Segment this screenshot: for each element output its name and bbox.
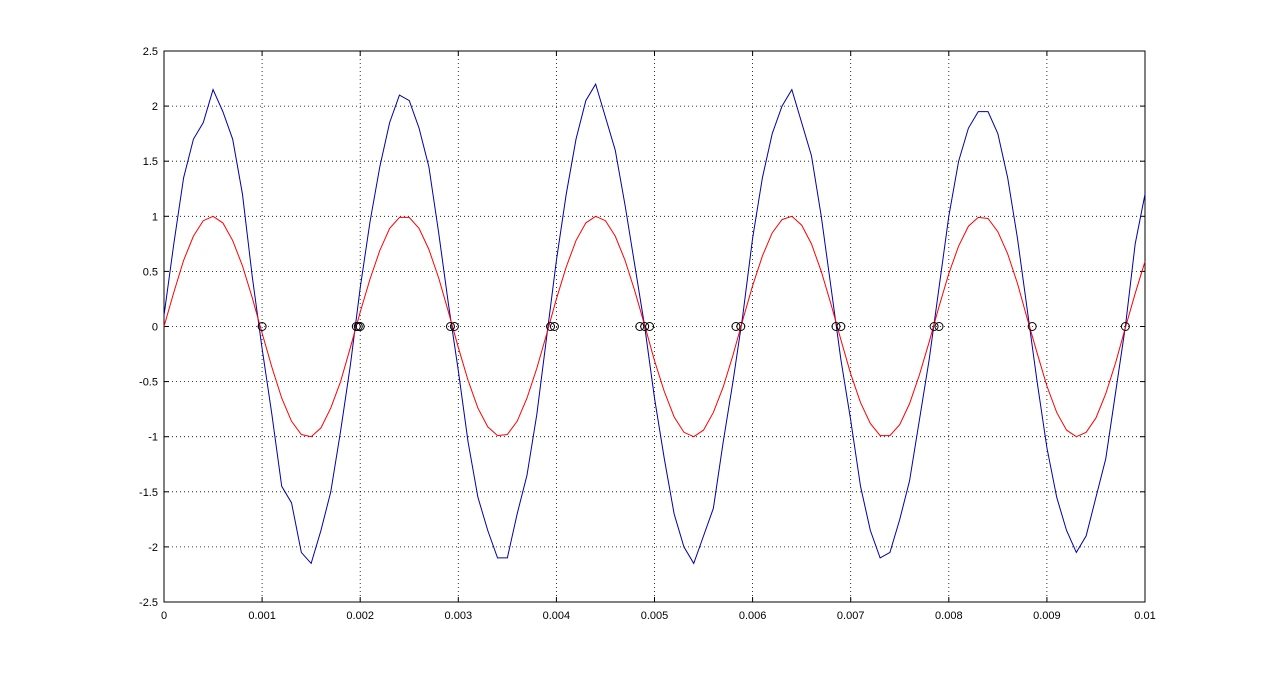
x-tick-label: 0.004 [543,610,571,622]
x-tick-label: 0.002 [346,610,374,622]
x-tick-label: 0.005 [641,610,669,622]
data-marker [449,322,459,331]
x-tick-label: 0.006 [739,610,767,622]
y-tick-label: 1 [152,211,158,223]
y-tick-label: 0 [152,322,158,334]
x-tick-label: 0.001 [248,610,276,622]
data-marker [1120,322,1130,331]
y-tick-label: -0.5 [139,377,158,389]
data-marker [731,322,741,331]
x-tick-label: 0.01 [1134,610,1155,622]
y-tick-label: -2 [148,542,158,554]
x-tick-label: 0.009 [1033,610,1061,622]
data-marker [929,322,939,331]
data-marker [355,322,365,331]
data-marker [836,322,846,331]
data-marker [549,322,559,331]
data-marker [736,322,746,331]
data-marker [831,322,841,331]
x-tick-label: 0 [161,610,167,622]
y-tick-label: -1.5 [139,487,158,499]
y-tick-label: -2.5 [139,597,158,609]
y-tick-label: 2.5 [143,46,158,58]
data-marker [640,322,650,331]
data-line [163,82,1146,565]
data-marker [257,322,267,331]
y-tick-label: -1 [148,432,158,444]
y-tick-label: 1.5 [143,156,158,168]
plot-area [163,50,1146,603]
y-tick-label: 0.5 [143,266,158,278]
data-marker [635,322,645,331]
y-tick-label: 2 [152,101,158,113]
data-marker [645,322,655,331]
data-marker [934,322,944,331]
data-marker [1027,322,1037,331]
data-marker [445,322,455,331]
data-marker [546,322,556,331]
x-tick-label: 0.007 [837,610,865,622]
x-tick-label: 0.003 [445,610,473,622]
x-tick-label: 0.008 [935,610,963,622]
data-line [163,215,1146,438]
